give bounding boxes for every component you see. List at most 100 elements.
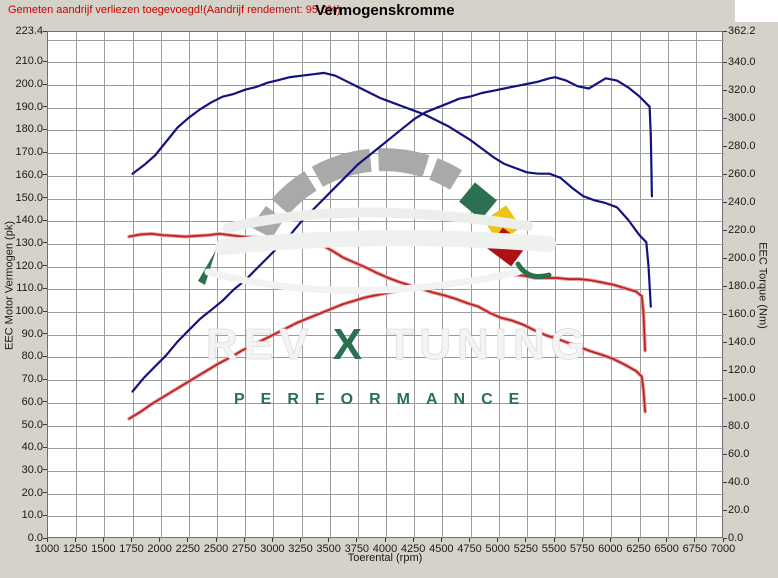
axis-tickmark bbox=[43, 310, 47, 312]
axis-tickmark bbox=[723, 425, 727, 427]
axis-tick-label: 223.4 bbox=[15, 25, 43, 37]
axis-tick-label: 60.0 bbox=[728, 448, 750, 460]
axis-tick-label: 0.0 bbox=[27, 532, 43, 544]
axis-tick-label: 5500 bbox=[541, 543, 567, 555]
axis-tickmark bbox=[723, 481, 727, 483]
axis-tick-label: 260.0 bbox=[728, 168, 756, 181]
axis-tickmark bbox=[43, 265, 47, 267]
brand-rev: REV bbox=[206, 320, 314, 369]
axis-tickmark bbox=[609, 538, 611, 542]
axis-tick-label: 140.0 bbox=[728, 336, 756, 349]
axis-tickmark bbox=[43, 197, 47, 199]
x-axis-title: Toerental (rpm) bbox=[347, 552, 423, 564]
axis-tickmark bbox=[469, 538, 470, 542]
axis-tickmark bbox=[43, 469, 47, 471]
watermark-overlay: REV X TUNING PERFORMANCE bbox=[204, 207, 591, 408]
gauge-swoosh bbox=[515, 261, 552, 280]
axis-tick-label: 1000 bbox=[34, 543, 60, 555]
axis-tickmark bbox=[43, 83, 47, 85]
brand-ghost-text: REV X TUNING bbox=[206, 320, 591, 369]
axis-tickmark bbox=[43, 492, 47, 494]
axis-tick-label: 180.0 bbox=[15, 123, 43, 136]
axis-tick-label: 6750 bbox=[682, 543, 708, 555]
axis-tick-label: 80.0 bbox=[21, 350, 43, 363]
axis-tickmark bbox=[43, 106, 47, 108]
axis-tickmark bbox=[43, 355, 47, 357]
axis-tick-label: 40.0 bbox=[728, 476, 750, 488]
axis-tickmark bbox=[43, 446, 47, 448]
axis-tickmark bbox=[694, 538, 696, 542]
axis-tick-label: 30.0 bbox=[21, 463, 43, 476]
axis-tick-label: 110.0 bbox=[16, 282, 43, 295]
axis-tick-label: 90.0 bbox=[21, 327, 43, 340]
axis-tickmark bbox=[666, 538, 668, 542]
axis-tick-label: 3000 bbox=[260, 543, 285, 555]
axis-tick-label: 1500 bbox=[91, 543, 116, 555]
axis-tick-label: 160.0 bbox=[728, 308, 756, 321]
drivetrain-loss-note: Gemeten aandrijf verliezen toegevoegd!(A… bbox=[8, 4, 341, 16]
axis-tickmark bbox=[43, 128, 47, 130]
axis-tickmark bbox=[723, 229, 727, 231]
gauge-segment-green bbox=[459, 182, 497, 220]
axis-tickmark bbox=[43, 60, 47, 62]
corner-blank-box bbox=[735, 0, 778, 22]
plot-canvas: REV X TUNING PERFORMANCE bbox=[47, 31, 724, 539]
axis-tickmark bbox=[723, 61, 727, 63]
axis-tickmark bbox=[102, 538, 104, 542]
axis-tickmark bbox=[74, 538, 76, 542]
axis-tick-label: 190.0 bbox=[15, 100, 43, 113]
axis-tickmark bbox=[356, 538, 358, 542]
axis-tickmark bbox=[43, 514, 47, 516]
axis-tickmark bbox=[723, 257, 727, 259]
page-title: Vermogenskromme bbox=[315, 2, 455, 19]
axis-tick-label: 220.0 bbox=[728, 224, 756, 237]
axis-tick-label: 120.0 bbox=[728, 364, 756, 377]
y-axis-right-title: EEC Torque (Nm) bbox=[756, 242, 769, 329]
car-silhouette bbox=[204, 268, 522, 294]
axis-tick-label: 20.0 bbox=[21, 486, 43, 499]
axis-tickmark bbox=[581, 538, 583, 542]
axis-tickmark bbox=[412, 538, 414, 542]
axis-tickmark bbox=[328, 538, 330, 542]
axis-tickmark bbox=[723, 453, 727, 455]
axis-tick-label: 300.0 bbox=[728, 112, 756, 125]
axis-tick-label: 320.0 bbox=[728, 84, 756, 97]
axis-tickmark bbox=[131, 538, 132, 542]
axis-tick-label: 50.0 bbox=[21, 418, 43, 431]
series-line-koppel-origineel bbox=[128, 232, 646, 413]
series-line-vermogen-tuned bbox=[131, 76, 654, 393]
axis-tick-label: 6500 bbox=[654, 543, 679, 555]
axis-tickmark bbox=[384, 538, 386, 542]
axis-tickmark bbox=[43, 378, 47, 380]
axis-tick-label: 140.0 bbox=[15, 214, 43, 227]
car-silhouette bbox=[215, 230, 556, 255]
axis-tickmark bbox=[187, 538, 189, 542]
axis-tick-label: 3250 bbox=[288, 543, 313, 555]
axis-tickmark bbox=[723, 313, 727, 315]
y-axis-left-title: EEC Motor Vermogen (pk) bbox=[3, 221, 16, 350]
axis-tick-label: 5750 bbox=[569, 543, 595, 555]
axis-tickmark bbox=[43, 174, 47, 176]
axis-tickmark bbox=[46, 538, 48, 542]
axis-tick-label: 130.0 bbox=[15, 236, 43, 249]
axis-tickmark bbox=[723, 537, 727, 539]
axis-tickmark bbox=[43, 30, 47, 32]
axis-tickmark bbox=[723, 117, 727, 119]
axis-tick-label: 280.0 bbox=[728, 140, 756, 153]
axis-tick-label: 3750 bbox=[344, 543, 370, 555]
axis-tick-label: 170.0 bbox=[15, 146, 43, 159]
axis-tickmark bbox=[723, 201, 727, 203]
axis-tickmark bbox=[723, 509, 727, 511]
axis-tickmark bbox=[159, 538, 161, 542]
axis-tickmark bbox=[723, 89, 727, 91]
axis-tickmark bbox=[271, 538, 273, 542]
axis-tick-label: 160.0 bbox=[15, 168, 43, 181]
axis-tickmark bbox=[43, 401, 47, 403]
axis-tick-label: 1750 bbox=[119, 543, 144, 555]
axis-tick-label: 1250 bbox=[62, 543, 88, 555]
axis-tickmark bbox=[723, 397, 727, 399]
axis-tick-label: 7000 bbox=[710, 543, 736, 555]
axis-tickmark bbox=[243, 538, 245, 542]
axis-tick-label: 10.0 bbox=[21, 509, 43, 522]
series-line-koppel-tuned bbox=[131, 71, 652, 308]
